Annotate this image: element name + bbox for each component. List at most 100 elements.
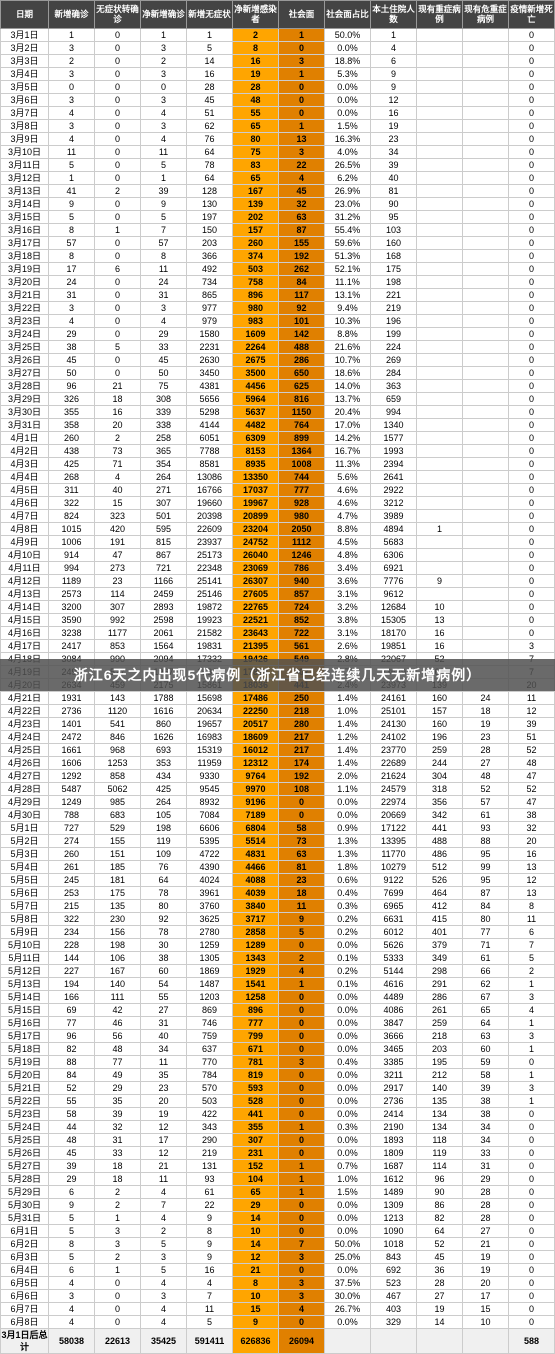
- cell: 5: [141, 1264, 187, 1277]
- cell: 977: [187, 302, 233, 315]
- table-row: 6月5日40448337.5%52328200: [1, 1277, 555, 1290]
- cell: 1609: [233, 328, 279, 341]
- table-row: 5月17日96564075979900.0%3666218633: [1, 1030, 555, 1043]
- cell: 82: [49, 1043, 95, 1056]
- cell: 298: [417, 965, 463, 978]
- cell: 3月11日: [1, 159, 49, 172]
- cell: [463, 185, 509, 198]
- cell: 5月3日: [1, 848, 49, 861]
- cell: 4.8%: [325, 549, 371, 562]
- cell: 2: [141, 1225, 187, 1238]
- cell: 6965: [371, 900, 417, 913]
- cell: 503: [233, 263, 279, 276]
- cell: [417, 68, 463, 81]
- cell: [463, 549, 509, 562]
- cell: 80: [463, 913, 509, 926]
- cell: 5月17日: [1, 1030, 49, 1043]
- cell: 853: [95, 640, 141, 653]
- cell: 541: [95, 718, 141, 731]
- cell: [463, 107, 509, 120]
- cell: 1.8%: [325, 861, 371, 874]
- cell: 869: [187, 1004, 233, 1017]
- cell: 32: [509, 822, 555, 835]
- table-row: 3月22日303977980929.4%2190: [1, 302, 555, 315]
- cell: 0: [509, 68, 555, 81]
- cell: 12: [141, 1121, 187, 1134]
- cell: 6: [371, 55, 417, 68]
- cell: 3月9日: [1, 133, 49, 146]
- cell: 843: [371, 1251, 417, 1264]
- cell: 45: [49, 354, 95, 367]
- cell: 659: [371, 393, 417, 406]
- cell: 12: [233, 1251, 279, 1264]
- table-row: 6月3日523912325.0%84345190: [1, 1251, 555, 1264]
- cell: 224: [371, 341, 417, 354]
- cell: 1: [371, 29, 417, 42]
- cell: 17486: [233, 692, 279, 705]
- cell: 0: [509, 1316, 555, 1329]
- cell: 19: [371, 120, 417, 133]
- cell: 5月8日: [1, 913, 49, 926]
- cell: 329: [371, 1316, 417, 1329]
- cell: 523: [371, 1277, 417, 1290]
- cell: 512: [417, 861, 463, 874]
- cell: 78: [141, 926, 187, 939]
- cell: [463, 497, 509, 510]
- cell: 10.3%: [325, 315, 371, 328]
- cell: 415: [417, 913, 463, 926]
- cell: 0: [279, 1225, 325, 1238]
- cell: 0: [509, 445, 555, 458]
- cell: 45: [417, 1251, 463, 1264]
- cell: 9: [371, 68, 417, 81]
- cell: 503: [187, 1095, 233, 1108]
- cell: 7776: [371, 575, 417, 588]
- cell: 67: [463, 991, 509, 1004]
- cell: 24752: [233, 536, 279, 549]
- cell: 5514: [233, 835, 279, 848]
- cell: 21: [141, 1160, 187, 1173]
- cell: [463, 432, 509, 445]
- cell: 6306: [371, 549, 417, 562]
- cell: 0: [509, 1186, 555, 1199]
- cell: 3385: [371, 1056, 417, 1069]
- cell: 8: [49, 1238, 95, 1251]
- cell: 5月29日: [1, 1186, 49, 1199]
- cell: 157: [417, 705, 463, 718]
- cell: 21: [233, 1264, 279, 1277]
- cell: 22765: [233, 601, 279, 614]
- cell: 721: [141, 562, 187, 575]
- cell: 20634: [187, 705, 233, 718]
- cell: 20.4%: [325, 406, 371, 419]
- cell: 914: [49, 549, 95, 562]
- cell: 12: [141, 1147, 187, 1160]
- cell: 11: [509, 913, 555, 926]
- cell: 650: [279, 367, 325, 380]
- cell: 3: [279, 55, 325, 68]
- cell: 245: [49, 874, 95, 887]
- cell: 48: [233, 94, 279, 107]
- cell: 983: [233, 315, 279, 328]
- cell: 8581: [187, 458, 233, 471]
- cell: 1213: [371, 1212, 417, 1225]
- cell: 4月29日: [1, 796, 49, 809]
- cell: 899: [279, 432, 325, 445]
- cell: [417, 419, 463, 432]
- cell: 0: [279, 1095, 325, 1108]
- cell: 0: [509, 562, 555, 575]
- table-row: 5月1日72752919866066804580.9%171224419332: [1, 822, 555, 835]
- cell: 570: [187, 1082, 233, 1095]
- cell: 12: [509, 705, 555, 718]
- cell: 7: [187, 1290, 233, 1303]
- cell: 21582: [187, 627, 233, 640]
- cell: 4616: [371, 978, 417, 991]
- cell: 25146: [187, 588, 233, 601]
- cell: 168: [371, 250, 417, 263]
- table-row: 4月13日2573114245925146276058573.1%96120: [1, 588, 555, 601]
- cell: 4039: [233, 887, 279, 900]
- table-row: 4月16日32381177206121582236437223.1%181701…: [1, 627, 555, 640]
- cell: 78: [141, 887, 187, 900]
- cell: 3212: [371, 497, 417, 510]
- cell: 759: [187, 1030, 233, 1043]
- cell: 151: [95, 848, 141, 861]
- cell: 5487: [49, 783, 95, 796]
